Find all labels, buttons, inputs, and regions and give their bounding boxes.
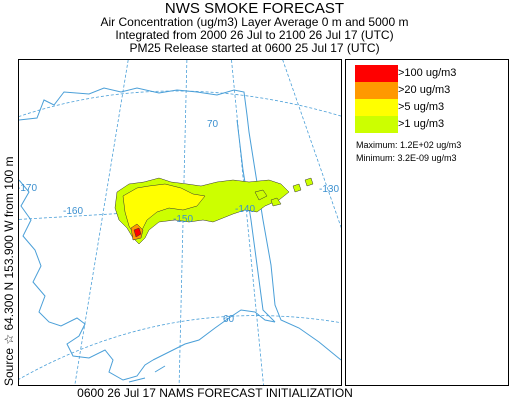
grid-labels: 70 -130 -170 -160 -150 -140 60 [19,119,339,325]
lat-70-line [19,90,341,117]
legend-label-100: >100 ug/m3 [398,67,457,79]
legend-item-100: >100 ug/m3 [355,65,505,82]
legend-item-1: >1 ug/m3 [355,116,505,133]
plume-fragment-2 [270,197,282,207]
legend-swatch-orange [355,82,398,99]
maximum-value: Maximum: 1.2E+02 ug/m3 [356,140,462,150]
subtitle-integration: Integrated from 2000 26 Jul to 2100 26 J… [115,28,394,42]
minimum-value: Minimum: 3.2E-09 ug/m3 [356,153,457,163]
lon-150-line [178,60,188,385]
grid-label-150: -150 [173,214,193,225]
initialization-label: 0600 26 Jul 17 NAMS FORECAST INITIALIZAT… [77,386,353,400]
legend-item-20: >20 ug/m3 [355,82,505,99]
plume-fragment-1 [254,189,268,201]
grid-label-130: -130 [319,184,339,195]
forecast-title: NWS SMOKE FORECAST [164,0,345,17]
smoke-map: 70 -130 -170 -160 -150 -140 60 [19,60,341,385]
lon-130-line [282,60,341,229]
coastline [19,87,341,383]
grid-label-70: 70 [207,119,219,130]
legend-panel: >100 ug/m3 >20 ug/m3 >5 ug/m3 >1 ug/m3 M… [345,59,509,386]
plume-fragment-3 [292,183,302,193]
smoke-plume [114,177,314,245]
grid-label-60: 60 [223,314,235,325]
grid-label-160: -160 [63,206,83,217]
plume-level-4 [133,227,142,238]
grid-label-170: -170 [19,183,37,194]
legend-label-1: >1 ug/m3 [398,118,445,130]
west-coast [19,179,154,381]
legend-label-5: >5 ug/m3 [398,101,445,113]
subtitle-concentration: Air Concentration (ug/m3) Layer Average … [100,15,409,29]
subtitle-release: PM25 Release started at 0600 25 Jul 17 (… [129,41,380,55]
south-coast [152,309,276,361]
alaska-coast [19,87,341,361]
legend-swatch-yellow [355,99,398,116]
islands-chain [128,365,166,383]
border-line [236,119,276,323]
plume-fragment-4 [304,177,314,187]
legend-swatch-lime [355,116,398,133]
lon-140-line [231,60,264,385]
grid-label-140: -140 [235,204,255,215]
map-panel: 70 -130 -170 -160 -150 -140 60 [18,59,342,386]
source-location-label: Source ☆ 64.300 N 153.900 W from 100 m [2,156,16,386]
lon-160-line [74,60,129,385]
legend-swatch-red [355,65,398,82]
legend-label-20: >20 ug/m3 [398,84,451,96]
legend-item-5: >5 ug/m3 [355,99,505,116]
